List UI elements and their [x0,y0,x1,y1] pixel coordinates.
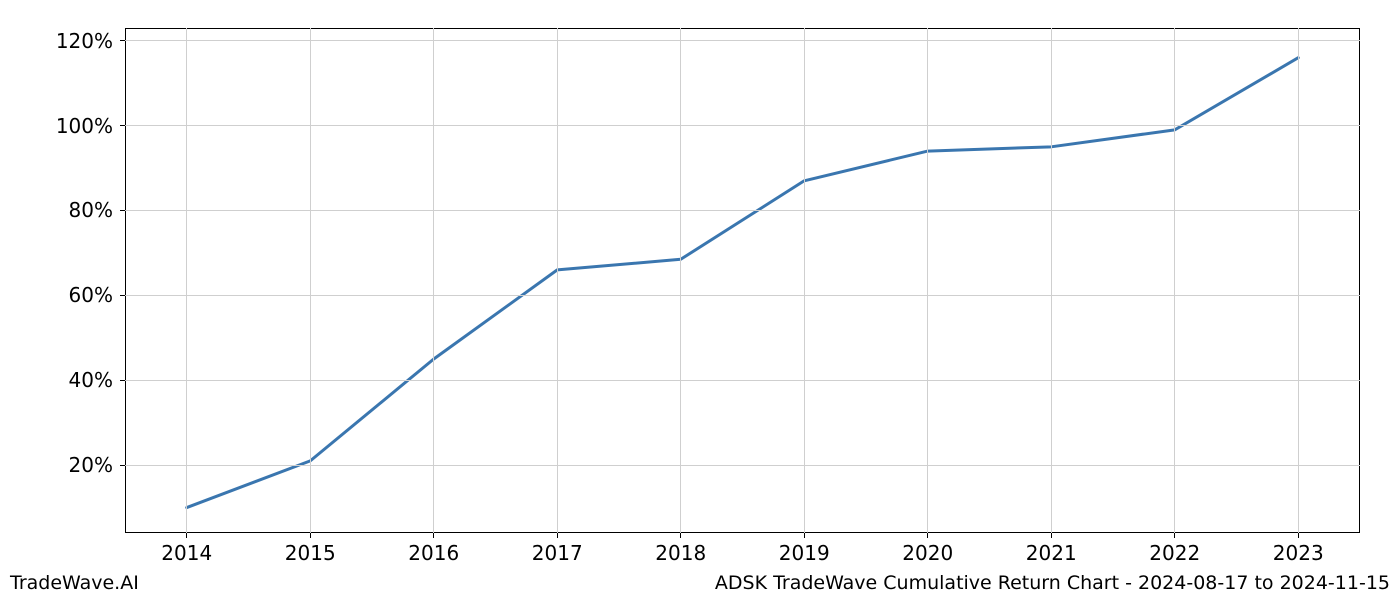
x-tick-mark [1051,533,1052,538]
x-tick-label: 2023 [1273,541,1324,565]
x-tick-mark [804,533,805,538]
grid-line-v [310,28,311,533]
grid-line-h [125,380,1360,381]
grid-line-h [125,295,1360,296]
plot-border-left [125,28,126,533]
x-tick-label: 2019 [779,541,830,565]
x-tick-mark [680,533,681,538]
x-tick-label: 2014 [161,541,212,565]
x-tick-mark [310,533,311,538]
y-tick-label: 60% [69,283,113,307]
x-tick-mark [1298,533,1299,538]
grid-line-h [125,125,1360,126]
footer-right-text: ADSK TradeWave Cumulative Return Chart -… [715,572,1390,594]
plot-border-right [1359,28,1360,533]
x-tick-label: 2017 [532,541,583,565]
y-tick-label: 20% [69,453,113,477]
y-tick-mark [120,380,125,381]
grid-line-v [186,28,187,533]
y-tick-label: 120% [56,29,113,53]
x-tick-label: 2020 [902,541,953,565]
grid-line-v [927,28,928,533]
x-tick-label: 2022 [1149,541,1200,565]
grid-line-v [557,28,558,533]
x-tick-label: 2016 [408,541,459,565]
y-tick-label: 80% [69,198,113,222]
grid-line-v [433,28,434,533]
x-tick-label: 2018 [655,541,706,565]
y-tick-label: 40% [69,368,113,392]
x-tick-mark [186,533,187,538]
grid-line-v [1174,28,1175,533]
grid-line-v [1298,28,1299,533]
grid-line-h [125,210,1360,211]
y-tick-mark [120,40,125,41]
plot-area [125,28,1360,533]
x-tick-mark [433,533,434,538]
grid-line-h [125,40,1360,41]
footer-left-text: TradeWave.AI [10,572,139,594]
stage: TradeWave.AI ADSK TradeWave Cumulative R… [0,0,1400,600]
x-tick-label: 2021 [1026,541,1077,565]
x-tick-mark [557,533,558,538]
grid-line-v [804,28,805,533]
y-tick-mark [120,125,125,126]
grid-line-h [125,465,1360,466]
grid-line-v [1051,28,1052,533]
y-tick-mark [120,465,125,466]
y-tick-label: 100% [56,114,113,138]
y-tick-mark [120,295,125,296]
y-tick-mark [120,210,125,211]
x-tick-label: 2015 [285,541,336,565]
grid-line-v [680,28,681,533]
x-tick-mark [927,533,928,538]
x-tick-mark [1174,533,1175,538]
